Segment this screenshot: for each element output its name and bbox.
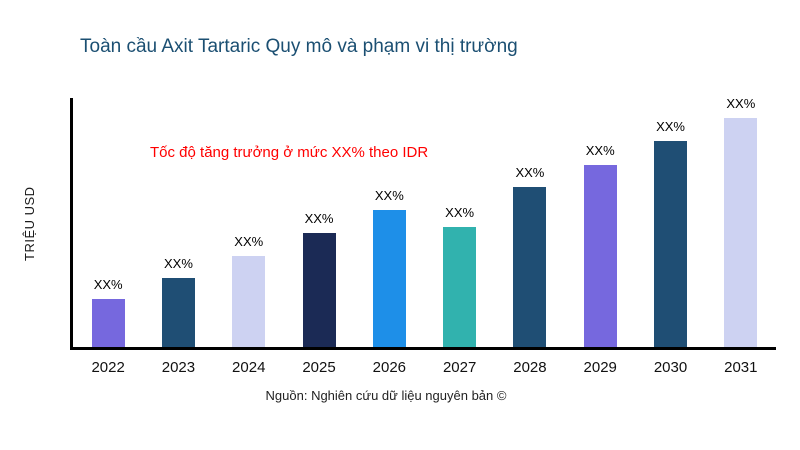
- bar-group: XX% 2025: [302, 211, 336, 376]
- bar: [583, 165, 617, 347]
- bar: [654, 141, 688, 347]
- bar-value-label: XX%: [445, 205, 475, 220]
- bar-value-label: XX%: [93, 277, 123, 292]
- bar: [161, 278, 195, 347]
- bar-group: XX% 2023: [161, 256, 195, 376]
- x-tick-label: 2023: [161, 359, 196, 376]
- bar: [232, 256, 266, 347]
- bar: [302, 233, 336, 347]
- x-tick-label: 2030: [653, 359, 688, 376]
- plot-area: XX% 2022 XX% 2023 XX% 2024 XX% 2025 XX% 2026 XX% 20…: [70, 96, 776, 376]
- x-tick-label: 2031: [724, 359, 758, 376]
- x-tick-label: 2025: [302, 359, 336, 376]
- bar-group: XX% 2024: [232, 234, 266, 376]
- bar: [91, 299, 125, 347]
- bars-container: XX% 2022 XX% 2023 XX% 2024 XX% 2025 XX% 2026 XX% 20…: [73, 96, 776, 376]
- x-tick-label: 2022: [91, 359, 125, 376]
- growth-rate-annotation: Tốc độ tăng trưởng ở mức XX% theo IDR: [150, 144, 429, 161]
- bar-value-label: XX%: [163, 256, 193, 271]
- source-note: Nguồn: Nghiên cứu dữ liệu nguyên bản ©: [265, 388, 507, 403]
- bar-group: XX% 2026: [372, 188, 406, 376]
- x-tick-label: 2024: [232, 359, 266, 376]
- bar-group: XX% 2030: [654, 119, 688, 376]
- bar-group: XX% 2022: [91, 277, 125, 376]
- bar-group: XX% 2029: [583, 143, 617, 376]
- x-tick-label: 2028: [513, 359, 547, 376]
- bar-value-label: XX%: [726, 96, 756, 111]
- x-tick-label: 2026: [372, 359, 407, 376]
- bar-value-label: XX%: [656, 119, 685, 134]
- bar-value-label: XX%: [304, 211, 334, 226]
- bar-value-label: XX%: [585, 143, 615, 158]
- bar-value-label: XX%: [374, 188, 404, 203]
- x-tick-label: 2027: [442, 359, 477, 376]
- bar: [513, 187, 547, 347]
- bar-group: XX% 2027: [443, 205, 477, 376]
- bar-group: XX% 2028: [513, 165, 547, 376]
- bar: [372, 210, 406, 347]
- bar: [443, 227, 477, 347]
- bar-value-label: XX%: [234, 234, 264, 249]
- bar-value-label: XX%: [515, 165, 545, 180]
- chart-title: Toàn cầu Axit Tartaric Quy mô và phạm vi…: [80, 36, 518, 57]
- bar: [724, 118, 758, 347]
- x-tick-label: 2029: [583, 359, 617, 376]
- bar-group: XX% 2031: [724, 96, 758, 376]
- y-axis-label: TRIỆU USD: [22, 186, 37, 262]
